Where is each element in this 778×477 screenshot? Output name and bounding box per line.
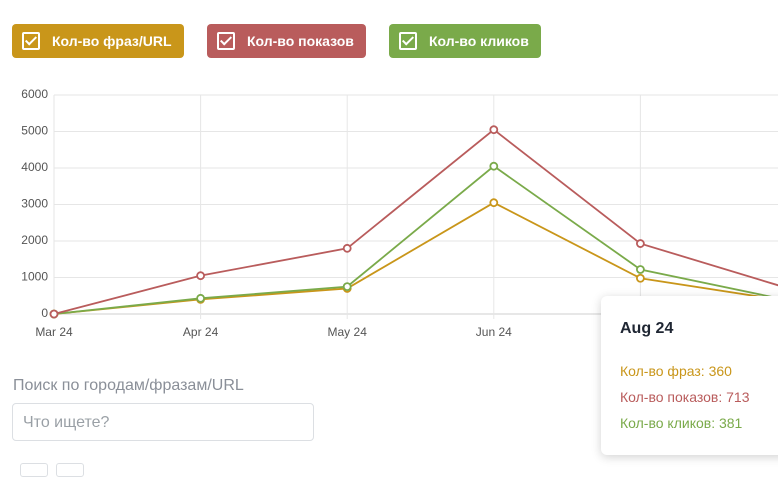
y-tick-label: 5000 [21, 124, 48, 138]
data-point [342, 282, 352, 292]
checkbox [217, 32, 235, 50]
y-tick-label: 6000 [21, 87, 48, 101]
page-button[interactable] [56, 463, 84, 477]
data-point [49, 309, 59, 319]
search-label: Поиск по городам/фразам/URL [13, 377, 244, 394]
tooltip-title: Aug 24 [620, 320, 674, 337]
tooltip-label: Кол-во показов: [620, 389, 723, 405]
legend-label: Кол-во показов [247, 33, 354, 49]
tooltip-value: 381 [718, 415, 743, 431]
x-tick-label: Apr 24 [183, 325, 219, 339]
y-tick-label: 1000 [21, 270, 48, 284]
tooltip-line: Кол-во фраз: 360 [620, 363, 732, 379]
legend-toggle[interactable]: Кол-во кликов [389, 24, 541, 58]
checkbox [399, 32, 417, 50]
series-line [53, 165, 778, 315]
tooltip-line: Кол-во кликов: 381 [620, 415, 742, 431]
checkbox [22, 32, 40, 50]
data-point [636, 273, 645, 283]
data-point [636, 239, 645, 248]
search-input[interactable]: Что ищете? [12, 403, 314, 441]
page-button[interactable] [20, 463, 48, 477]
legend-label: Кол-во фраз/URL [52, 33, 172, 49]
data-point [636, 265, 645, 274]
series-line [53, 128, 778, 315]
y-tick-label: 4000 [21, 160, 48, 174]
y-tick-label: 2000 [21, 233, 48, 247]
x-tick-label: Mar 24 [35, 325, 73, 339]
tooltip-label: Кол-во фраз: [620, 363, 705, 379]
y-tick-label: 0 [41, 306, 48, 320]
data-point [489, 198, 499, 208]
series-line [53, 201, 778, 315]
tooltip-value: 713 [726, 389, 750, 405]
tooltip: Aug 24 Кол-во фраз: 360 Кол-во показов: 7… [601, 296, 778, 455]
tooltip-value: 360 [708, 363, 732, 379]
data-point [196, 271, 206, 281]
legend-toggle[interactable]: Кол-во фраз/URL [12, 24, 184, 58]
tooltip-line: Кол-во показов: 713 [620, 389, 749, 405]
x-tick-label: May 24 [328, 325, 368, 339]
y-tick-label: 3000 [21, 197, 48, 211]
legend-label: Кол-во кликов [429, 33, 529, 49]
tooltip-label: Кол-во кликов: [620, 415, 716, 431]
x-tick-label: Jun 24 [476, 325, 512, 339]
data-point [489, 125, 499, 135]
data-point [196, 293, 206, 303]
data-point [489, 161, 499, 171]
data-point [342, 243, 352, 253]
legend-toggle[interactable]: Кол-во показов [207, 24, 366, 58]
